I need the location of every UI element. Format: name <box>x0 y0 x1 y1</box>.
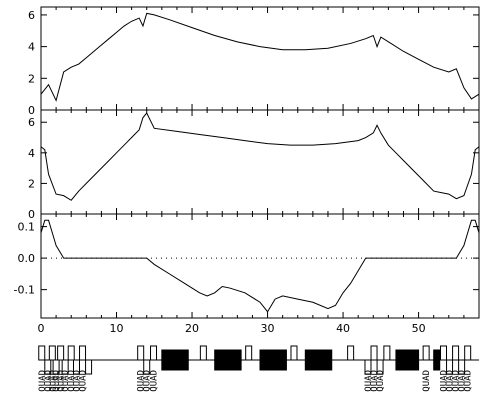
element-label: QUAD <box>79 370 89 392</box>
element-label: QUAD <box>57 370 67 392</box>
element-label: QUAD <box>458 370 468 392</box>
dipole-magnet <box>259 349 287 371</box>
dipole-magnet <box>161 349 189 371</box>
quadrupole-magnet <box>72 359 80 375</box>
element-label: QUAD <box>446 370 456 392</box>
y-tick-label: 2 <box>28 72 35 85</box>
element-label: QUAD <box>364 370 374 392</box>
quadrupole-magnet <box>79 345 87 361</box>
quadrupole-magnet <box>61 359 69 375</box>
x-tick-label: 40 <box>336 322 350 335</box>
y-tick-label: 0.1 <box>18 221 36 234</box>
y-tick-label: 0 <box>28 208 35 221</box>
panel-bottom: -0.1 0.0 0.1 0 10 20 30 40 50 <box>14 213 480 335</box>
axis-frame <box>40 6 480 111</box>
element-label: QUAD <box>61 370 71 392</box>
quadrupole-magnet <box>57 345 65 361</box>
quadrupole-magnet <box>383 345 391 361</box>
dipole-magnet <box>433 349 441 371</box>
series-line <box>40 112 480 201</box>
y-tick-label: 0.0 <box>18 252 36 265</box>
series-line <box>40 12 480 102</box>
quadrupole-magnet <box>364 359 372 375</box>
x-tick-label: 10 <box>110 322 124 335</box>
y-tick-label: 6 <box>28 116 35 129</box>
y-tick-label: 2 <box>28 177 35 190</box>
quadrupole-magnet <box>440 345 448 361</box>
element-label: QUAD <box>440 370 450 392</box>
quadrupole-magnet <box>446 359 454 375</box>
x-tick-label: 20 <box>185 322 199 335</box>
quadrupole-magnet <box>67 345 75 361</box>
element-label: QUAD <box>48 370 58 392</box>
quadrupole-magnet <box>38 345 46 361</box>
element-label: QUAD <box>376 370 386 392</box>
quadrupole-magnet <box>458 359 466 375</box>
quadrupole-magnet <box>52 359 60 375</box>
quadrupole-magnet <box>143 359 151 375</box>
element-label: QUAD <box>72 370 82 392</box>
y-tick-label: -0.1 <box>14 284 35 297</box>
x-tick-label: 50 <box>412 322 426 335</box>
quadrupole-magnet <box>245 345 253 361</box>
quadrupole-magnet <box>48 345 56 361</box>
quadrupole-magnet <box>137 345 145 361</box>
y-tick-label: 6 <box>28 9 35 22</box>
y-tick-label: 4 <box>28 147 35 160</box>
element-label: QUAD <box>452 370 462 392</box>
quadrupole-magnet <box>347 345 355 361</box>
quadrupole-magnet <box>199 345 207 361</box>
x-tick-label: 0 <box>38 322 45 335</box>
y-tick-label: 0 <box>28 104 35 117</box>
quadrupole-magnet <box>370 345 378 361</box>
element-label: QUAD <box>464 370 474 392</box>
dipole-magnet <box>214 349 242 371</box>
element-label: QUAD <box>67 370 77 392</box>
quadrupole-magnet <box>452 345 460 361</box>
element-label: QUAD <box>150 370 160 392</box>
quadrupole-magnet <box>150 345 158 361</box>
element-label: QUAD <box>370 370 380 392</box>
dipole-magnet <box>304 349 333 371</box>
quadrupole-magnet <box>44 359 52 375</box>
element-label: QUAD <box>137 370 147 392</box>
quadrupole-magnet <box>464 345 472 361</box>
axis-frame <box>40 213 480 319</box>
x-tick-label: 30 <box>261 322 275 335</box>
series-line <box>40 219 480 313</box>
quadrupole-magnet <box>422 345 430 361</box>
quadrupole-magnet <box>290 345 298 361</box>
axis-frame <box>40 109 480 215</box>
element-label: QUAD <box>38 370 48 392</box>
y-tick-label: 4 <box>28 41 35 54</box>
element-label: QUAD <box>52 370 62 392</box>
element-label: QUAD <box>422 370 432 392</box>
quadrupole-magnet <box>85 359 93 375</box>
element-label: QUAD <box>44 370 54 392</box>
element-label: QUAD <box>143 370 153 392</box>
panel-top: 0 2 4 6 <box>28 6 480 117</box>
dipole-magnet <box>395 349 420 371</box>
panel-middle: 0 2 4 6 <box>28 109 480 221</box>
quadrupole-magnet <box>376 359 384 375</box>
